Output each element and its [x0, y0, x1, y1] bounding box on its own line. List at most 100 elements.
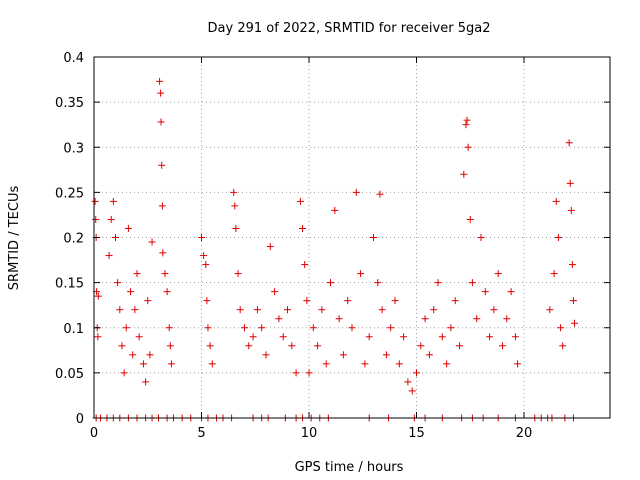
data-point [232, 224, 240, 232]
y-axis: 0 0.05 0.1 0.15 0.2 0.25 0.3 0.35 0.4 [55, 51, 610, 427]
data-point [165, 324, 173, 332]
data-point [208, 360, 216, 368]
data-point [395, 360, 403, 368]
data-point [552, 197, 560, 205]
data-point [494, 270, 502, 278]
data-point [163, 288, 171, 296]
data-point [443, 360, 451, 368]
data-point [231, 202, 239, 210]
data-point [146, 351, 154, 359]
data-point [116, 306, 124, 314]
data-point [157, 118, 165, 126]
data-point [204, 324, 212, 332]
data-point [262, 351, 270, 359]
data-point [404, 378, 412, 386]
data-point [279, 333, 287, 341]
data-point [464, 143, 472, 151]
y-axis-label: SRMTID / TECUs [7, 186, 22, 291]
data-point [241, 324, 248, 332]
data-point [511, 333, 519, 341]
data-point [460, 170, 468, 178]
data-point [331, 206, 339, 214]
data-point [451, 297, 459, 305]
y-tick-label: 0.2 [63, 232, 84, 247]
data-point [387, 324, 395, 332]
data-point [507, 288, 515, 296]
data-point [370, 234, 377, 241]
data-point [327, 279, 334, 287]
data-point [344, 297, 352, 305]
data-point [335, 315, 343, 323]
data-point [109, 197, 117, 205]
data-point [376, 190, 384, 198]
data-point [322, 360, 330, 368]
data-point [127, 288, 135, 296]
data-point [258, 324, 266, 332]
data-point [203, 297, 211, 305]
y-tick-label: 0.25 [55, 186, 84, 201]
data-point [466, 215, 474, 223]
data-point [391, 297, 399, 305]
data-point [159, 249, 167, 257]
data-point [567, 206, 575, 214]
data-point [296, 197, 304, 205]
data-point [568, 261, 576, 269]
data-point [284, 306, 291, 314]
data-point [417, 342, 425, 350]
data-point [361, 360, 369, 368]
data-point [245, 342, 253, 350]
data-point [348, 324, 356, 332]
data-point [92, 215, 100, 223]
x-tick-label: 5 [197, 426, 205, 441]
data-point [421, 315, 429, 323]
data-point [112, 234, 119, 241]
data-point [292, 369, 300, 377]
data-point [230, 188, 238, 196]
data-point [477, 234, 485, 241]
data-point [374, 279, 382, 287]
data-point [352, 188, 360, 196]
data-point [447, 324, 455, 332]
data-point [565, 139, 573, 147]
data-point [131, 306, 139, 314]
data-point [305, 369, 313, 377]
data-point [490, 306, 498, 314]
data-point [158, 161, 166, 169]
y-tick-label: 0.15 [55, 277, 84, 292]
data-point [253, 306, 261, 314]
data-point [357, 270, 365, 278]
x-tick-label: 20 [516, 426, 533, 441]
data-point [408, 387, 416, 395]
data-point [156, 77, 164, 85]
data-point [122, 324, 130, 332]
data-point [105, 252, 113, 260]
data-point [550, 270, 558, 278]
data-point [463, 116, 471, 124]
data-point [135, 333, 143, 341]
data-point [571, 319, 579, 327]
data-point [462, 121, 470, 129]
data-point [499, 342, 506, 350]
data-point [94, 333, 102, 341]
data-point [365, 333, 373, 341]
data-point [161, 270, 169, 278]
data-point [438, 333, 446, 341]
data-point [166, 342, 174, 350]
data-point [554, 234, 562, 241]
data-point [107, 215, 115, 223]
data-point [157, 89, 165, 97]
data-point [118, 342, 126, 350]
data-point [473, 315, 481, 323]
data-point [275, 315, 283, 323]
data-point [382, 351, 390, 359]
data-point [114, 279, 122, 287]
data-point [142, 378, 150, 386]
data-point [557, 324, 565, 332]
data-point [301, 261, 309, 269]
y-tick-label: 0.1 [63, 322, 84, 337]
x-axis-label: GPS time / hours [295, 460, 404, 475]
data-point [425, 351, 433, 359]
data-point [91, 197, 99, 205]
x-tick-label: 0 [90, 426, 98, 441]
